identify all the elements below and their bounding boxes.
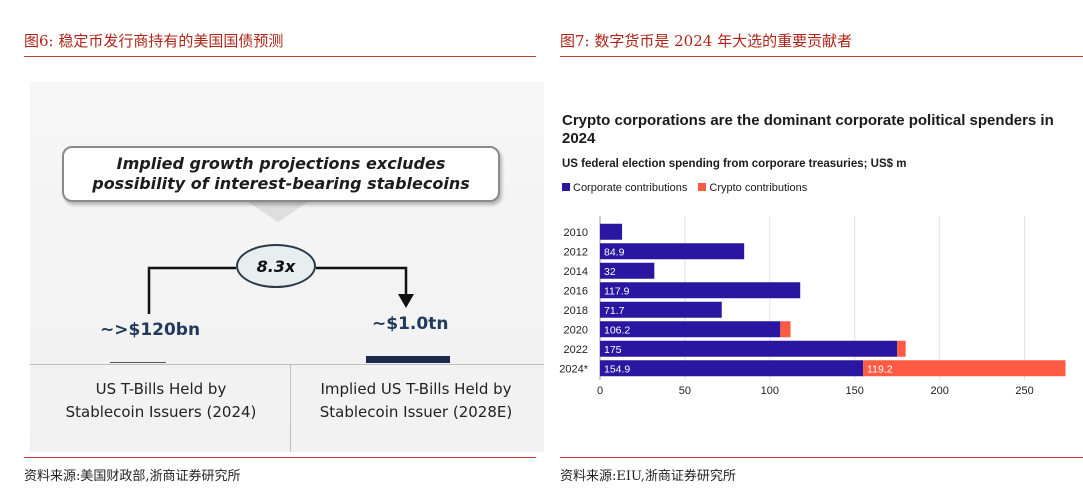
caption-2024-line-2: Stablecoin Issuers (2024) (65, 403, 257, 421)
callout-line-2: possibility of interest-bearing stableco… (92, 174, 470, 193)
caption-2028: Implied US T-Bills Held by Stablecoin Is… (290, 378, 542, 424)
left-panel: 图6: 稳定币发行商持有的美国国债预测 Implied growth proje… (24, 32, 544, 484)
bar-data-label: 175 (604, 344, 622, 356)
callout-text: Implied growth projections excludes poss… (64, 154, 498, 194)
bar-corporate (600, 243, 745, 260)
bar-data-label: 71.7 (604, 305, 625, 317)
bar-corporate (600, 360, 864, 377)
column-divider (290, 364, 291, 452)
bar-data-label: 119.2 (867, 363, 893, 375)
legend-label-crypto: Crypto contributions (709, 182, 808, 194)
bar-corporate (600, 301, 722, 318)
callout-pointer (248, 202, 308, 222)
caption-2028-line-1: Implied US T-Bills Held by (320, 380, 512, 398)
y-category-label: 2012 (564, 246, 588, 258)
value-2024: ~>$120bn (100, 320, 201, 340)
bar-crypto (863, 360, 1066, 377)
source-rule (560, 457, 1083, 458)
legend-corporate: Corporate contributions (562, 182, 687, 194)
caption-2024: US T-Bills Held by Stablecoin Issuers (2… (36, 378, 286, 424)
bar-data-label: 154.9 (604, 363, 630, 375)
baseline (30, 364, 544, 365)
x-tick-label: 250 (1015, 385, 1033, 397)
bar-corporate (600, 262, 655, 279)
bar-corporate (600, 223, 623, 240)
caption-2028-line-2: Stablecoin Issuer (2028E) (319, 403, 513, 421)
legend-swatch-corporate (562, 183, 570, 191)
legend-crypto: Crypto contributions (698, 182, 807, 194)
bar-2028 (366, 356, 450, 363)
y-category-label: 2020 (564, 324, 588, 336)
bar-crypto (780, 321, 791, 338)
legend-swatch-crypto (698, 183, 707, 191)
bar-data-label: 32 (604, 266, 616, 278)
bar-corporate (600, 340, 898, 357)
bar-corporate (600, 321, 781, 338)
bar-data-label: 117.9 (604, 285, 630, 297)
y-category-label: 2010 (564, 227, 588, 239)
right-panel: 图7: 数字货币是 2024 年大选的重要贡献者 Crypto corporat… (552, 0, 1083, 497)
y-category-label: 2024* (559, 363, 588, 375)
growth-multiplier: 8.3x (256, 257, 296, 276)
y-category-label: 2022 (564, 344, 588, 356)
bar-2024 (110, 362, 166, 363)
y-category-label: 2014 (564, 266, 588, 278)
value-2028: ~$1.0tn (372, 314, 449, 334)
y-category-label: 2016 (564, 285, 588, 297)
figure-7-title: 图7: 数字货币是 2024 年大选的重要贡献者 (560, 32, 853, 50)
bar-data-label: 106.2 (604, 324, 630, 336)
bar-data-label: 84.9 (604, 246, 625, 258)
bar-corporate (600, 282, 801, 299)
growth-multiplier-badge: 8.3x (236, 244, 316, 288)
caption-2024-line-1: US T-Bills Held by (95, 380, 227, 398)
chart-legend: Corporate contributions Crypto contribut… (562, 182, 815, 194)
spending-bar-chart: 0 50 100 150 200 250 2010 2012 84.9 2014 32 2016 117… (559, 216, 1066, 397)
y-category-label: 2018 (564, 305, 588, 317)
growth-bracket-arrow (147, 266, 414, 314)
bar-crypto (897, 340, 906, 357)
legend-label-corporate: Corporate contributions (573, 182, 688, 194)
x-tick-label: 0 (597, 385, 603, 397)
source-note: 资料来源:EIU,浙商证券研究所 (560, 469, 736, 484)
x-tick-label: 100 (761, 385, 779, 397)
source-rule (24, 457, 536, 458)
projection-callout: Implied growth projections excludes poss… (62, 146, 500, 202)
chart-title: Crypto corporations are the dominant cor… (562, 112, 1054, 147)
title-rule (24, 56, 536, 57)
x-tick-label: 50 (679, 385, 691, 397)
x-tick-label: 150 (846, 385, 864, 397)
x-tick-label: 200 (930, 385, 948, 397)
figure-6-title: 图6: 稳定币发行商持有的美国国债预测 (24, 32, 284, 50)
callout-line-1: Implied growth projections excludes (116, 154, 446, 173)
chart-subtitle: US federal election spending from corpor… (562, 158, 907, 170)
title-rule (560, 56, 1083, 57)
source-note: 资料来源:美国财政部,浙商证券研究所 (24, 469, 241, 484)
